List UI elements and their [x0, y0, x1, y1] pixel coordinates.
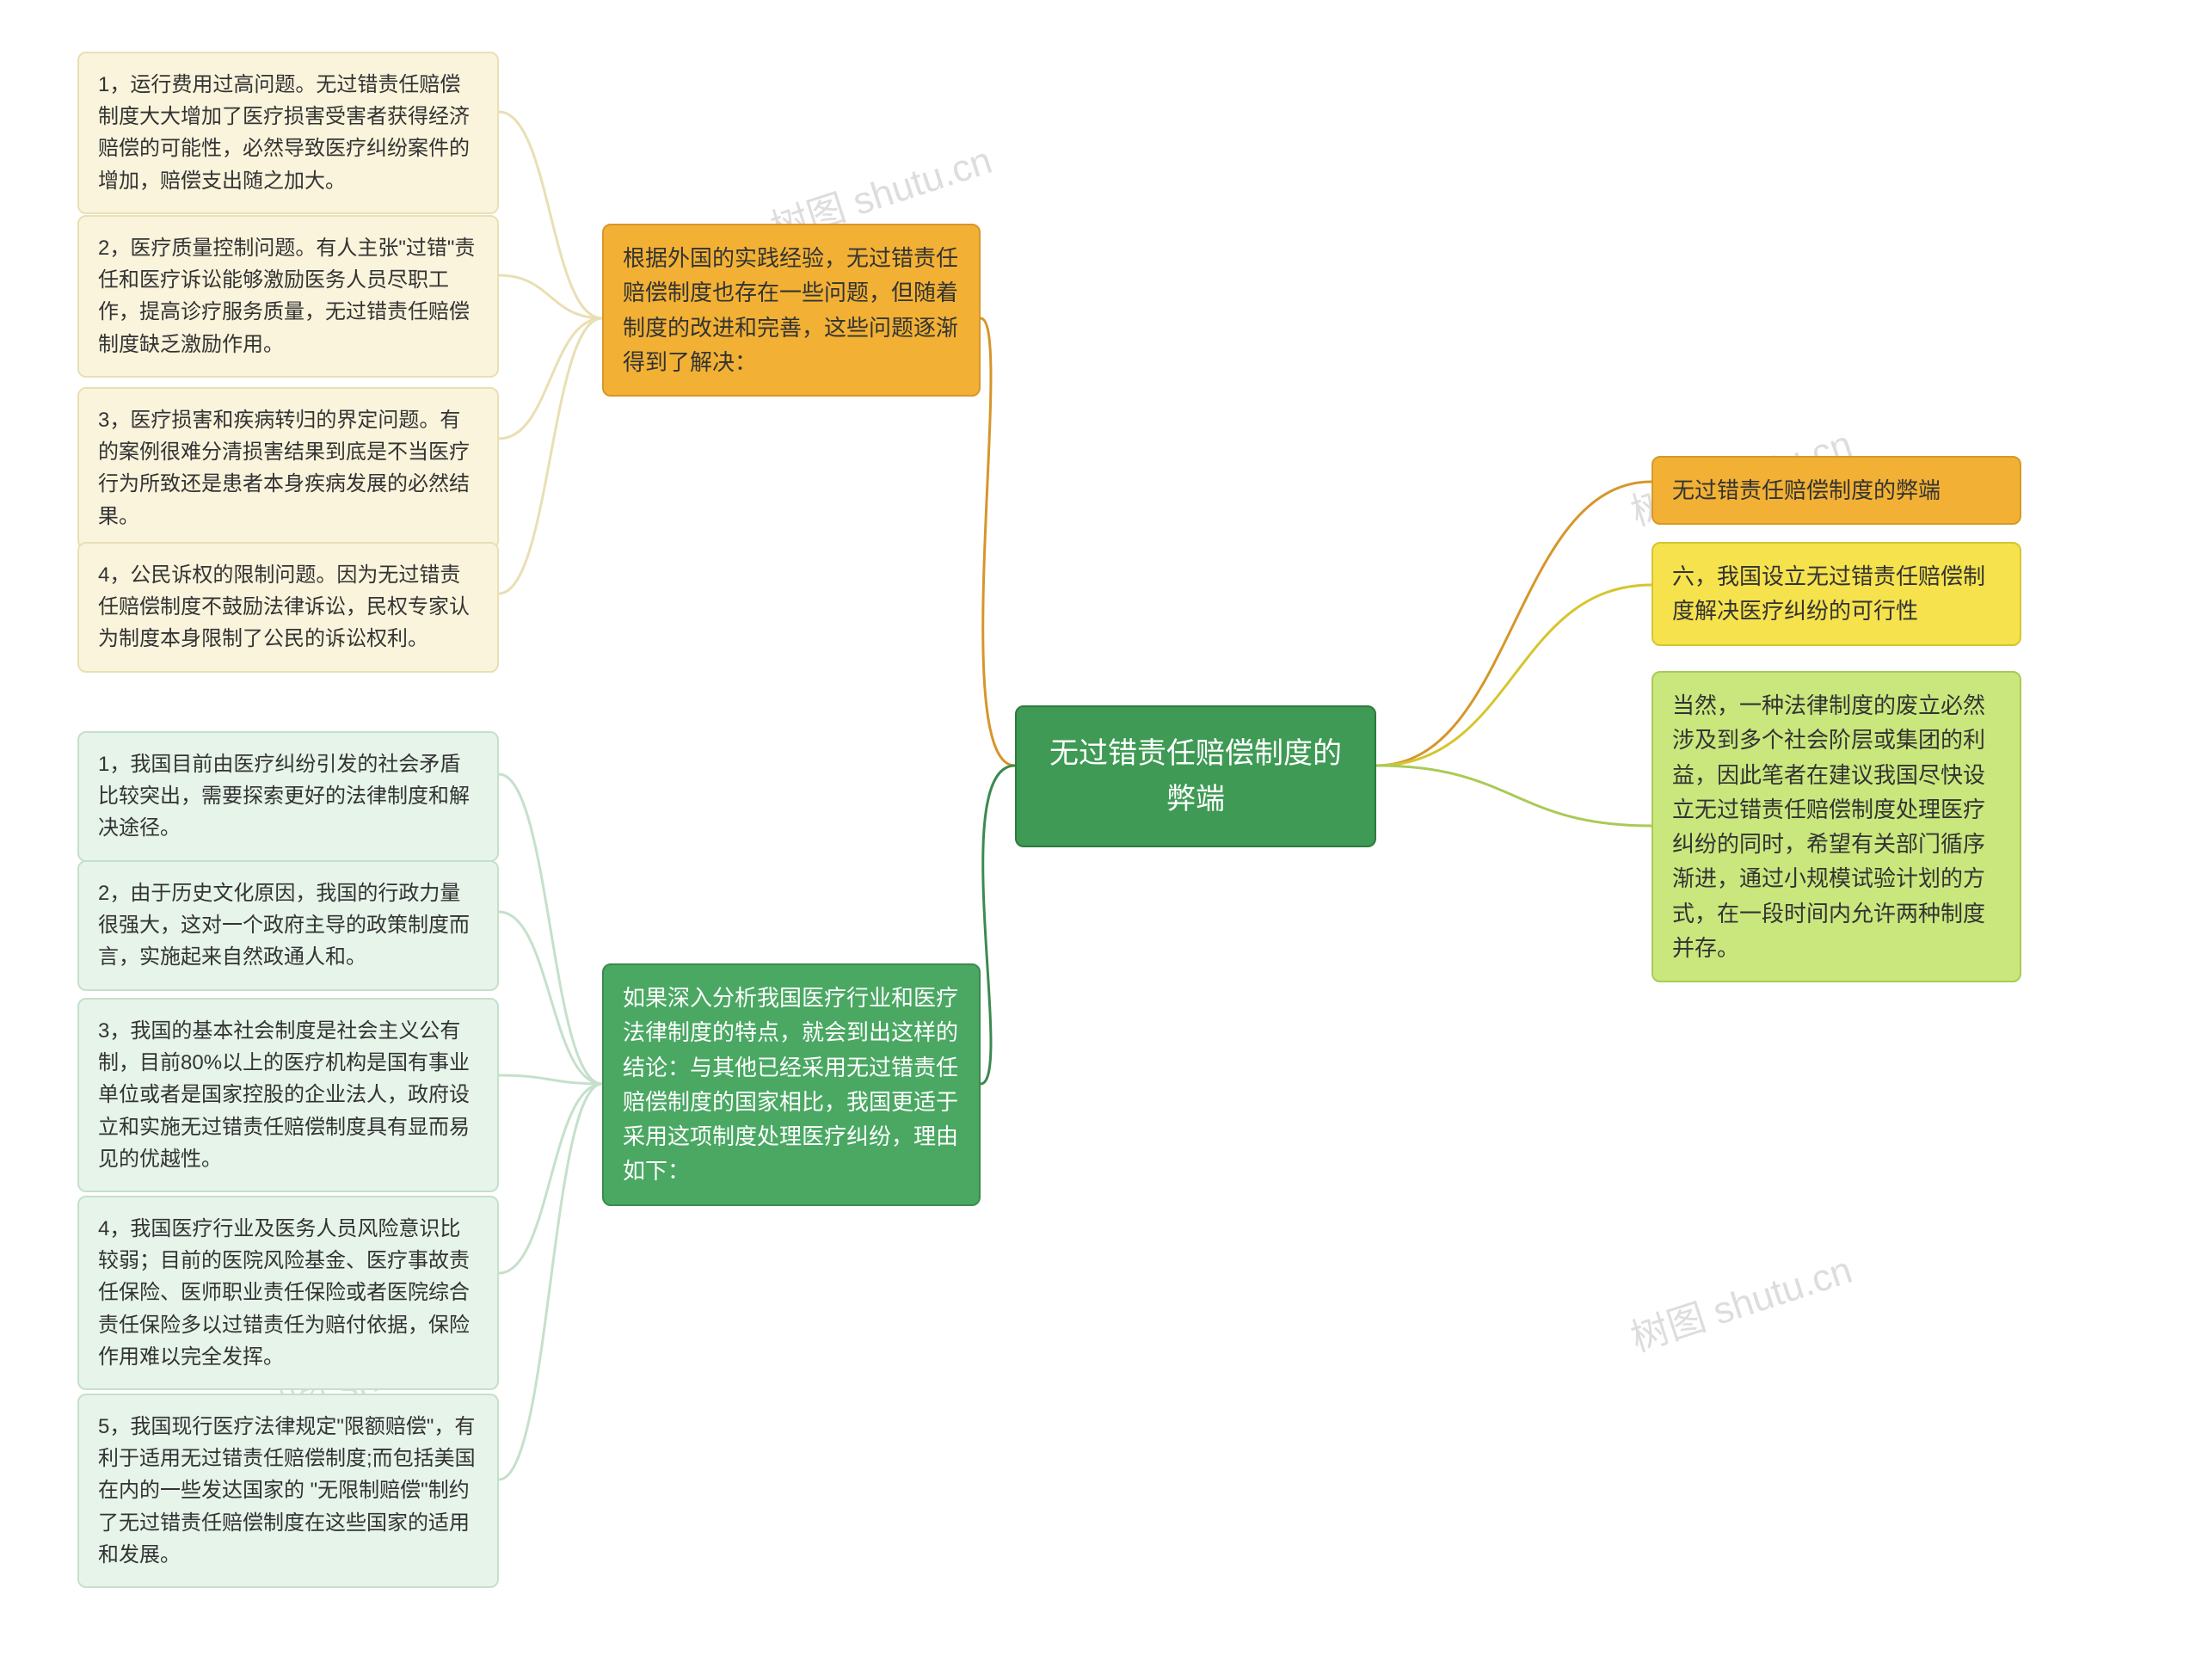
leaf-litigation-rights[interactable]: 4，公民诉权的限制问题。因为无过错责任赔偿制度不鼓励法律诉讼，民权专家认为制度本… [77, 542, 499, 673]
right-drawbacks-title[interactable]: 无过错责任赔偿制度的弊端 [1652, 456, 2021, 525]
leaf-limited-compensation[interactable]: 5，我国现行医疗法律规定"限额赔偿"，有利于适用无过错责任赔偿制度;而包括美国在… [77, 1394, 499, 1588]
leaf-social-conflict[interactable]: 1，我国目前由医疗纠纷引发的社会矛盾比较突出，需要探索更好的法律制度和解决途径。 [77, 731, 499, 862]
branch-china-analysis[interactable]: 如果深入分析我国医疗行业和医疗法律制度的特点，就会到出这样的结论：与其他已经采用… [602, 963, 981, 1206]
leaf-admin-power[interactable]: 2，由于历史文化原因，我国的行政力量很强大，这对一个政府主导的政策制度而言，实施… [77, 860, 499, 991]
leaf-quality-control[interactable]: 2，医疗质量控制问题。有人主张"过错"责任和医疗诉讼能够激励医务人员尽职工作，提… [77, 215, 499, 378]
watermark: 树图 shutu.cn [1623, 1239, 1858, 1362]
leaf-public-ownership[interactable]: 3，我国的基本社会制度是社会主义公有制，目前80%以上的医疗机构是国有事业单位或… [77, 998, 499, 1192]
right-feasibility[interactable]: 六，我国设立无过错责任赔偿制度解决医疗纠纷的可行性 [1652, 542, 2021, 646]
root-node[interactable]: 无过错责任赔偿制度的弊端 [1015, 705, 1376, 847]
leaf-risk-awareness[interactable]: 4，我国医疗行业及医务人员风险意识比较弱；目前的医院风险基金、医疗事故责任保险、… [77, 1196, 499, 1390]
leaf-damage-definition[interactable]: 3，医疗损害和疾病转归的界定问题。有的案例很难分清损害结果到底是不当医疗行为所致… [77, 387, 499, 550]
leaf-cost-issue[interactable]: 1，运行费用过高问题。无过错责任赔偿制度大大增加了医疗损害受害者获得经济赔偿的可… [77, 52, 499, 214]
branch-foreign-experience[interactable]: 根据外国的实践经验，无过错责任赔偿制度也存在一些问题，但随着制度的改进和完善，这… [602, 224, 981, 397]
right-conclusion[interactable]: 当然，一种法律制度的废立必然涉及到多个社会阶层或集团的利益，因此笔者在建议我国尽… [1652, 671, 2021, 982]
